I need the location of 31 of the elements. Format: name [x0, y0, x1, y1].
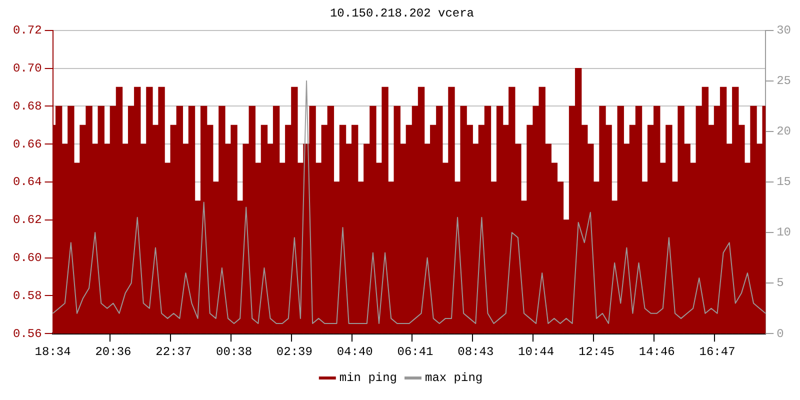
x-tick-label: 14:46	[638, 344, 675, 359]
y-tick-label: 0.60	[12, 250, 42, 265]
y2-tick-label: 20	[776, 124, 792, 139]
y2-tick-label: 0	[776, 326, 784, 341]
x-tick-label: 12:45	[578, 344, 614, 359]
y2-tick-label: 10	[776, 226, 792, 240]
x-tick-label: 20:36	[95, 344, 132, 359]
x-tick-label: 04:40	[336, 344, 373, 359]
y2-tick-label: 25	[776, 74, 792, 88]
y2-tick-label: 15	[776, 175, 792, 190]
x-tick-label: 10:44	[518, 344, 554, 359]
x-tick-label: 02:39	[276, 344, 312, 359]
y-tick-label: 0.66	[12, 137, 42, 152]
y2-tick-label: 30	[776, 24, 792, 38]
legend-label: min ping	[339, 371, 397, 386]
y-tick-label: 0.72	[12, 24, 42, 38]
y-tick-label: 0.68	[12, 99, 42, 114]
y-tick-label: 0.64	[12, 175, 42, 190]
x-tick-label: 18:34	[34, 344, 71, 359]
chart-title: 10.150.218.202 vcera	[330, 6, 474, 20]
y-tick-label: 0.56	[12, 326, 42, 341]
legend-label: max ping	[425, 371, 483, 386]
y-tick-label: 0.58	[12, 288, 42, 303]
y-tick-label: 0.62	[12, 213, 42, 228]
x-tick-label: 16:47	[699, 344, 736, 359]
x-tick-label: 22:37	[156, 344, 192, 359]
x-tick-label: 00:38	[216, 344, 252, 359]
y-tick-label: 0.70	[12, 61, 42, 76]
x-tick-label: 08:43	[458, 344, 494, 359]
y2-tick-label: 5	[776, 276, 784, 290]
x-tick-label: 06:41	[397, 344, 434, 359]
